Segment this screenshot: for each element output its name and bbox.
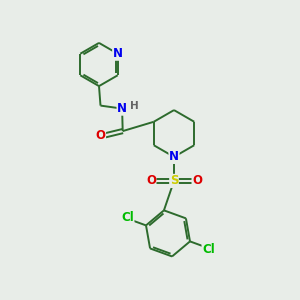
Text: N: N <box>117 102 127 115</box>
Text: O: O <box>146 174 156 188</box>
Text: Cl: Cl <box>202 243 215 256</box>
Text: N: N <box>169 150 179 164</box>
Text: N: N <box>113 47 123 60</box>
Text: O: O <box>192 174 202 188</box>
Text: H: H <box>130 101 139 111</box>
Text: S: S <box>170 174 178 188</box>
Text: Cl: Cl <box>121 211 134 224</box>
Text: O: O <box>95 129 106 142</box>
